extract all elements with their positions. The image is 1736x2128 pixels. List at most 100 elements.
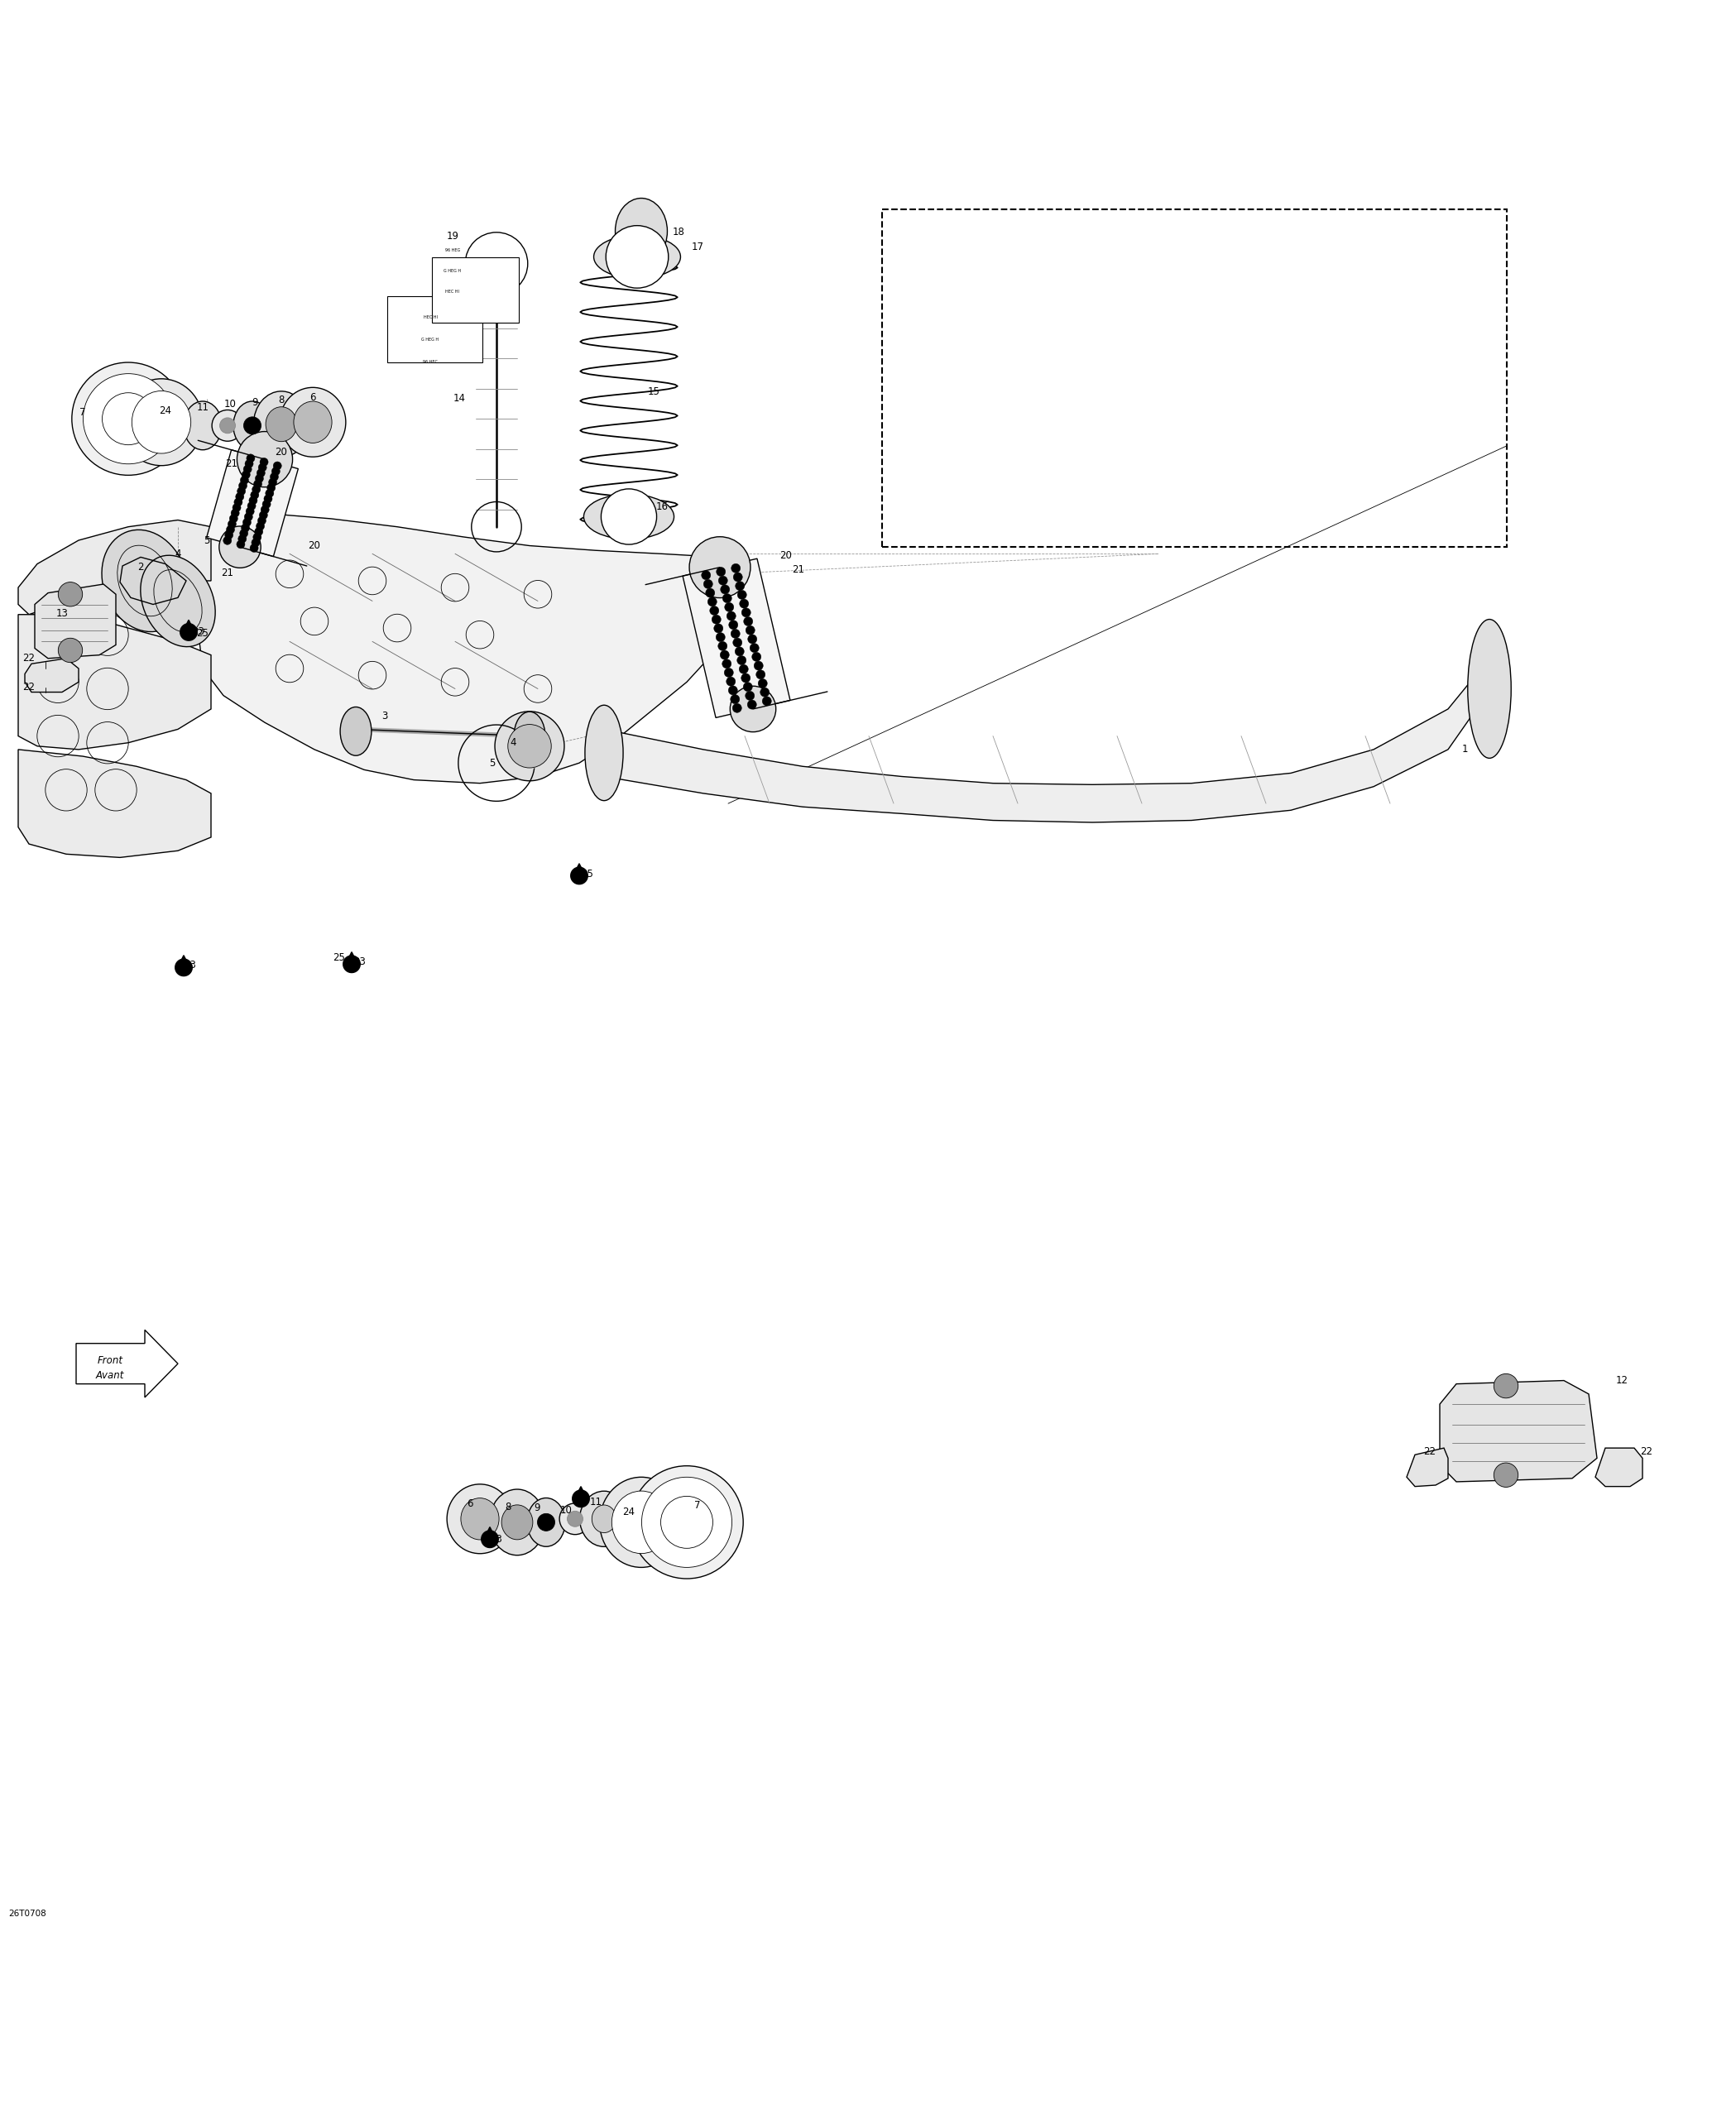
Circle shape — [743, 617, 753, 626]
Circle shape — [224, 530, 233, 538]
Circle shape — [740, 664, 748, 675]
Text: 13: 13 — [56, 609, 68, 619]
Text: 4: 4 — [510, 738, 516, 749]
Polygon shape — [571, 868, 589, 885]
Ellipse shape — [630, 1466, 743, 1579]
Ellipse shape — [611, 1492, 670, 1553]
Circle shape — [726, 677, 736, 685]
Text: 8: 8 — [278, 394, 285, 404]
Text: 20: 20 — [309, 541, 321, 551]
Text: 8: 8 — [505, 1502, 510, 1513]
Circle shape — [738, 589, 746, 600]
Circle shape — [720, 585, 729, 594]
Text: 96 HEC: 96 HEC — [424, 360, 437, 364]
Circle shape — [731, 564, 740, 572]
Text: 23: 23 — [354, 958, 366, 968]
Circle shape — [689, 536, 750, 598]
Circle shape — [247, 453, 255, 462]
Text: 25: 25 — [573, 1494, 585, 1504]
Ellipse shape — [580, 1492, 628, 1547]
Ellipse shape — [592, 1504, 616, 1532]
Circle shape — [241, 470, 250, 479]
Circle shape — [255, 475, 264, 483]
Polygon shape — [344, 955, 359, 972]
Circle shape — [240, 530, 248, 538]
Circle shape — [252, 485, 260, 494]
Circle shape — [252, 538, 260, 547]
Circle shape — [762, 696, 771, 706]
Circle shape — [703, 579, 713, 589]
Circle shape — [750, 643, 759, 653]
Text: 26T0708: 26T0708 — [9, 1909, 47, 1917]
Ellipse shape — [220, 417, 236, 434]
Text: 9: 9 — [252, 398, 259, 409]
Text: 2: 2 — [137, 562, 144, 572]
Circle shape — [743, 683, 752, 692]
Ellipse shape — [559, 1502, 590, 1534]
Circle shape — [269, 479, 276, 487]
Circle shape — [724, 668, 733, 677]
Circle shape — [757, 670, 766, 679]
Polygon shape — [1406, 1447, 1448, 1487]
Text: 14: 14 — [453, 394, 465, 404]
Text: 11: 11 — [590, 1496, 602, 1507]
Circle shape — [715, 632, 726, 643]
Text: Front: Front — [97, 1356, 123, 1366]
Circle shape — [238, 432, 293, 487]
Polygon shape — [17, 615, 212, 749]
Ellipse shape — [509, 724, 552, 768]
Bar — [387, 296, 483, 362]
Text: 1: 1 — [1462, 745, 1467, 755]
Text: 15: 15 — [648, 387, 660, 398]
Circle shape — [233, 504, 241, 511]
Ellipse shape — [120, 379, 203, 466]
Circle shape — [260, 506, 269, 513]
Circle shape — [731, 630, 740, 638]
Ellipse shape — [599, 1477, 682, 1568]
Circle shape — [273, 462, 281, 470]
Polygon shape — [184, 619, 193, 630]
Ellipse shape — [293, 402, 332, 443]
Ellipse shape — [642, 1477, 733, 1568]
Circle shape — [753, 662, 764, 670]
Circle shape — [746, 626, 755, 634]
Circle shape — [238, 487, 245, 496]
Ellipse shape — [71, 362, 184, 475]
Text: HEC HI: HEC HI — [424, 315, 437, 319]
Circle shape — [701, 570, 710, 579]
Circle shape — [738, 655, 746, 664]
Circle shape — [253, 532, 262, 541]
Text: 25: 25 — [333, 951, 345, 962]
Text: 10: 10 — [224, 398, 236, 409]
Circle shape — [245, 513, 253, 521]
Text: 21: 21 — [222, 568, 234, 579]
Circle shape — [257, 517, 266, 526]
Polygon shape — [175, 960, 193, 977]
Polygon shape — [17, 519, 212, 615]
Text: 24: 24 — [160, 404, 172, 417]
Circle shape — [717, 568, 726, 577]
Polygon shape — [682, 558, 790, 717]
Text: 4: 4 — [175, 549, 181, 560]
Circle shape — [710, 606, 719, 615]
Polygon shape — [604, 668, 1481, 821]
Text: 22: 22 — [1424, 1447, 1436, 1458]
Circle shape — [736, 581, 745, 592]
Text: 11: 11 — [196, 402, 208, 413]
Circle shape — [760, 687, 769, 696]
Circle shape — [733, 704, 741, 713]
Ellipse shape — [243, 417, 260, 434]
Circle shape — [264, 494, 273, 502]
Circle shape — [243, 519, 252, 526]
Circle shape — [234, 498, 243, 506]
Circle shape — [740, 600, 748, 609]
Circle shape — [250, 492, 259, 500]
Ellipse shape — [594, 234, 681, 279]
Polygon shape — [207, 449, 299, 558]
Polygon shape — [17, 749, 212, 858]
Circle shape — [606, 226, 668, 287]
Text: 7: 7 — [694, 1500, 701, 1511]
Circle shape — [759, 679, 767, 687]
Ellipse shape — [340, 706, 372, 755]
Polygon shape — [1439, 1381, 1597, 1481]
